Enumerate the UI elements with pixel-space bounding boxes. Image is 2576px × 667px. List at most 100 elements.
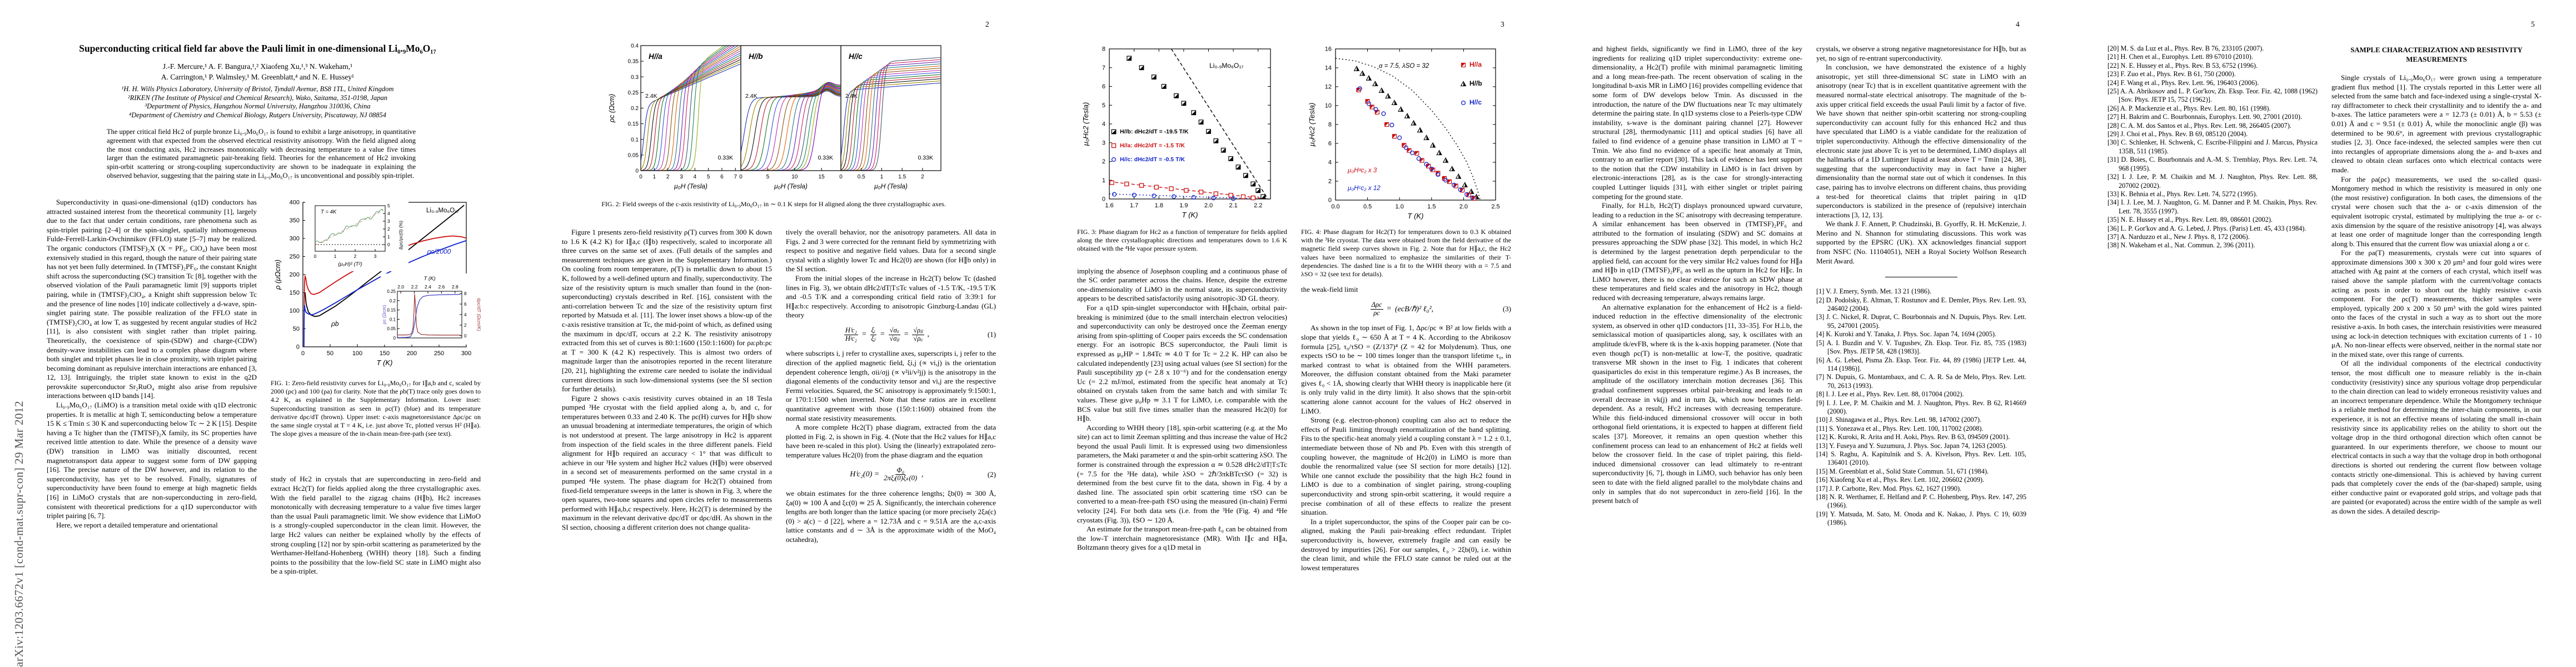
svg-text:0: 0 (739, 174, 743, 180)
svg-text:0: 0 (639, 174, 642, 180)
reference: [23] F. Zuo et al., Phys. Rev. B 61, 750… (2107, 70, 2236, 78)
svg-text:Li₀.₉Mo₆O₁₇: Li₀.₉Mo₆O₁₇ (1209, 62, 1243, 69)
svg-text:H//c: H//c (849, 52, 863, 61)
reference: [31] D. Boies, C. Bourbonnais and A.-M. … (2107, 156, 2318, 172)
svg-text:6: 6 (720, 174, 724, 180)
reference: [6] A. G. Lebed, Pisma Zh. Eksp. Teor. F… (1816, 356, 2026, 372)
equation-number: (3) (1502, 305, 1511, 313)
paragraph: Strong (e.g. electron-phonon) coupling c… (1301, 416, 1511, 517)
reference: [27] H. Bakrim and C. Bourbonnais, Europ… (2107, 113, 2303, 121)
svg-text:10: 10 (1325, 103, 1332, 109)
page5-right-column: SAMPLE CHARACTERIZATION AND RESISTIVITY … (2331, 44, 2542, 516)
svg-text:2.4: 2.4 (425, 284, 431, 290)
svg-text:2: 2 (387, 226, 390, 232)
svg-text:7: 7 (734, 174, 737, 180)
figure-1-resistivity-plot: 0 50 100 150 200 250 3000501001502002503003504… (273, 200, 482, 367)
reference: [18] N. R. Werthamer, E. Helfand and P. … (1816, 493, 2026, 510)
svg-text:1: 1 (387, 234, 390, 240)
svg-text:H//c: H//c (1469, 98, 1482, 106)
svg-text:0.5: 0.5 (1363, 203, 1372, 210)
reference: [5] A. I. Buzdin and V. V. Tugushev, Zh.… (1816, 339, 2026, 356)
svg-text:6: 6 (1102, 83, 1105, 90)
page-2: 2 0 0.05 0.1 0.15 0.2 0.25 0.3 0.35 0.4 ρc (Ωcm) 0… (515, 0, 1030, 667)
equation-number: (2) (987, 470, 996, 479)
affiliation-1: ¹H. H. Wills Physics Laboratory, Univers… (121, 85, 394, 93)
reference: [8] I. J. Lee et al., Phys. Rev. Lett. 8… (1816, 390, 1964, 399)
page-4: 4 and highest fields, significantly we f… (1546, 0, 2061, 667)
paragraph: Li₀.₉Mo₆O₁₇ (LiMO) is a transition metal… (47, 401, 257, 520)
abstract: The upper critical field Hc2 of purple b… (107, 128, 416, 180)
svg-text:0.1: 0.1 (631, 137, 639, 143)
reference: [28] C. A. M. dos Santos et al., Phys. R… (2107, 121, 2291, 130)
equation-2-body: Hⁱc₂(0) = Φ₀ 2πξⱼ(0)ξₖ(0) , (850, 466, 924, 482)
svg-text:0: 0 (464, 334, 467, 339)
svg-text:0: 0 (1102, 196, 1105, 203)
svg-text:150: 150 (290, 290, 300, 296)
svg-text:H//a: H//a (649, 52, 662, 61)
svg-text:0.25: 0.25 (628, 90, 639, 96)
svg-text:ρc (Ωcm): ρc (Ωcm) (381, 305, 387, 324)
reference-list: [1] V. J. Emery, Synth. Met. 13 21 (1986… (1816, 287, 2026, 527)
svg-text:H//c: dHc2/dT = -0.5 T/K: H//c: dHc2/dT = -0.5 T/K (1120, 156, 1185, 163)
reference: [10] J. Shinagawa et al., Phys. Rev. Let… (1816, 416, 1982, 424)
paragraph: Figure 2 shows c-axis resistivity curves… (562, 394, 772, 531)
equation-2: Hⁱc₂(0) = Φ₀ 2πξⱼ(0)ξₖ(0) , (2) (786, 466, 996, 483)
svg-text:1.9: 1.9 (1179, 202, 1188, 209)
svg-text:150: 150 (380, 350, 390, 357)
spacer (1301, 278, 1511, 285)
paragraph: From the initial slopes of the increase … (786, 273, 996, 320)
svg-text:2.0: 2.0 (397, 284, 404, 290)
svg-text:μ₀Hc2 (Tesla): μ₀Hc2 (Tesla) (1082, 102, 1090, 147)
svg-text:15: 15 (819, 174, 825, 180)
paragraph: In conclusion, we have demonstrated the … (1816, 63, 2026, 219)
svg-text:2: 2 (921, 174, 924, 180)
svg-text:(μ₀H)² (T²): (μ₀H)² (T²) (338, 261, 362, 267)
svg-text:0.15: 0.15 (628, 121, 639, 127)
reference: [21] H. Chen et al., Europhys. Lett. 89 … (2107, 53, 2253, 61)
reference: [32] I. J. Lee, P. M. Chaikin and M. J. … (2107, 173, 2318, 190)
paragraph: An alternative explanation for the enhan… (1592, 302, 1802, 505)
svg-text:H//a: H//a (1469, 61, 1482, 68)
affiliation-3: ³Department of Physics, Hangzhou Normal … (145, 102, 371, 110)
paper-title: Superconducting critical field far above… (79, 42, 436, 54)
svg-text:0.05: 0.05 (628, 152, 639, 158)
arxiv-watermark: arXiv:1203.6672v1 [cond-mat.supr-con] 29… (12, 401, 26, 667)
page-number: 4 (2016, 20, 2020, 28)
paragraph: where subscripts i, j refer to crystalli… (786, 349, 996, 422)
paragraph: According to WHH theory [18], spin-orbit… (1077, 423, 1287, 524)
svg-text:0: 0 (635, 168, 639, 175)
reference: [14] S. Raghu, A. Kapitulnik and S. A. K… (1816, 450, 2026, 467)
paragraph: As shown in the top inset of Fig. 1, Δρc… (1301, 323, 1511, 415)
svg-text:200: 200 (407, 350, 417, 357)
paragraph: Single crystals of Li₀.₉Mo₆O₁₇ were grow… (2331, 73, 2542, 174)
svg-text:350: 350 (290, 217, 300, 224)
reference: [13] Y. Fuseya and Y. Suzumura, J. Phys.… (1816, 441, 2007, 450)
reference: [30] C. Schlenker, H. Schwenk, C. Escrib… (2107, 138, 2318, 155)
svg-text:Li₀.₉Mo₆O₁₇: Li₀.₉Mo₆O₁₇ (426, 207, 459, 214)
equation-1-body: Hⁱc₂ Hʲc₂ = ξᵢ ξⱼ = √σᵢᵢ √σⱼⱼ = √ρⱼⱼ √ρᵢᵢ , (844, 326, 930, 342)
svg-text:4: 4 (694, 174, 697, 180)
svg-text:μ₀Hᶜc₂ x 12: μ₀Hᶜc₂ x 12 (1347, 185, 1381, 192)
reference: [37] A. Narduzzo et al., New J. Phys. 8,… (2107, 232, 2250, 241)
svg-text:2.2: 2.2 (1254, 202, 1262, 209)
paragraph: Of all the individual components of the … (2331, 359, 2542, 515)
svg-text:ρc (Ωcm): ρc (Ωcm) (608, 94, 616, 123)
svg-text:2.1: 2.1 (1229, 202, 1237, 209)
paragraph: Figure 1 presents zero-field resistivity… (562, 228, 772, 394)
svg-text:0.5: 0.5 (858, 174, 865, 180)
svg-text:H//b: H//b (1469, 79, 1482, 87)
paragraph: A more complete Hc2(T) phase diagram, ex… (786, 423, 996, 459)
svg-text:400: 400 (290, 200, 300, 206)
svg-text:0.15: 0.15 (387, 308, 396, 313)
equation-1: Hⁱc₂ Hʲc₂ = ξᵢ ξⱼ = √σᵢᵢ √σⱼⱼ = √ρⱼⱼ √ρᵢᵢ , … (786, 326, 996, 343)
svg-text:5: 5 (707, 174, 710, 180)
svg-text:0.25: 0.25 (387, 289, 396, 294)
svg-text:Δρc/ρc(0) (%): Δρc/ρc(0) (%) (398, 221, 403, 250)
author-line-2: A. Carrington,¹ P. Walmsley,¹ M. Greenbl… (161, 73, 355, 81)
svg-text:6: 6 (464, 302, 467, 307)
svg-text:0.4: 0.4 (631, 43, 639, 49)
svg-text:2.0: 2.0 (1204, 202, 1213, 209)
reference: [2] D. Podolsky, E. Altman, T. Rostunov … (1816, 296, 2026, 313)
reference: [17] J. P. Carbotte, Rev. Mod. Phys. 62,… (1816, 484, 1962, 492)
affiliations: ¹H. H. Wills Physics Laboratory, Univers… (54, 85, 461, 120)
